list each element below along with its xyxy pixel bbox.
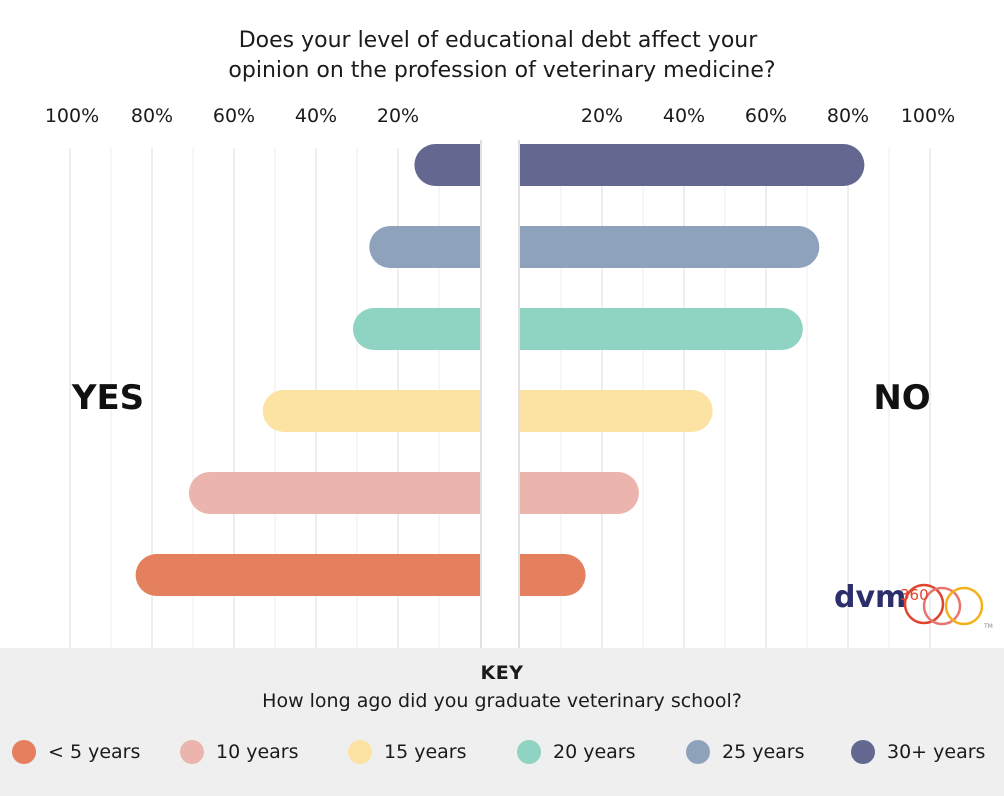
bar-no-25-years	[520, 226, 820, 268]
tick-label-right: 40%	[663, 105, 705, 127]
logo-ring-red	[903, 583, 945, 625]
tick-label-left: 80%	[131, 105, 173, 127]
logo-ring-pink	[922, 586, 962, 626]
key-title: KEY	[480, 662, 524, 684]
tick-label-right: 60%	[745, 105, 787, 127]
tick-label-right: 100%	[901, 105, 955, 127]
bar-yes-5-years	[135, 554, 480, 596]
key-swatch	[348, 740, 372, 764]
tick-label-right: 20%	[581, 105, 623, 127]
tick-label-right: 80%	[827, 105, 869, 127]
key-label: 30+ years	[887, 741, 986, 763]
key-swatch	[686, 740, 710, 764]
yes-label: YES	[71, 378, 144, 418]
tick-label-left: 40%	[295, 105, 337, 127]
bar-yes-10-years	[188, 472, 480, 514]
bar-no-30-years	[520, 144, 865, 186]
key-label: 15 years	[384, 741, 467, 763]
key-panel: KEY How long ago did you graduate veteri…	[0, 648, 1004, 796]
bar-yes-20-years	[352, 308, 480, 350]
bar-yes-30-years	[414, 144, 480, 186]
key-label: 25 years	[722, 741, 805, 763]
key-subtitle: How long ago did you graduate veterinary…	[262, 690, 742, 712]
key-label: 10 years	[216, 741, 299, 763]
bars	[135, 144, 865, 596]
key-swatch	[517, 740, 541, 764]
bar-no-15-years	[520, 390, 713, 432]
bar-no-5-years	[520, 554, 586, 596]
tick-label-left: 100%	[45, 105, 99, 127]
chart-title-line-1: Does your level of educational debt affe…	[239, 28, 759, 53]
bar-yes-25-years	[369, 226, 480, 268]
dvm360-logo: dvm 360 TM	[834, 580, 993, 630]
key-swatch	[180, 740, 204, 764]
bar-yes-15-years	[262, 390, 480, 432]
chart-title-line-2: opinion on the profession of veterinary …	[228, 58, 775, 83]
tick-label-left: 60%	[213, 105, 255, 127]
logo-ring-yellow	[944, 586, 984, 626]
bar-no-20-years	[520, 308, 803, 350]
diverging-bar-chart: Does your level of educational debt affe…	[45, 28, 955, 648]
logo-number: 360	[900, 586, 929, 604]
key-swatch	[851, 740, 875, 764]
tick-label-left: 20%	[377, 105, 419, 127]
bar-no-10-years	[520, 472, 639, 514]
logo-text: dvm	[834, 580, 906, 615]
key-swatch	[12, 740, 36, 764]
key-label: 20 years	[553, 741, 636, 763]
logo-trademark: TM	[983, 623, 993, 630]
key-label: < 5 years	[48, 741, 141, 763]
no-label: NO	[873, 378, 930, 418]
tick-labels: 100% 80% 60% 40% 20% 20% 40% 60% 80% 100%	[45, 105, 955, 127]
